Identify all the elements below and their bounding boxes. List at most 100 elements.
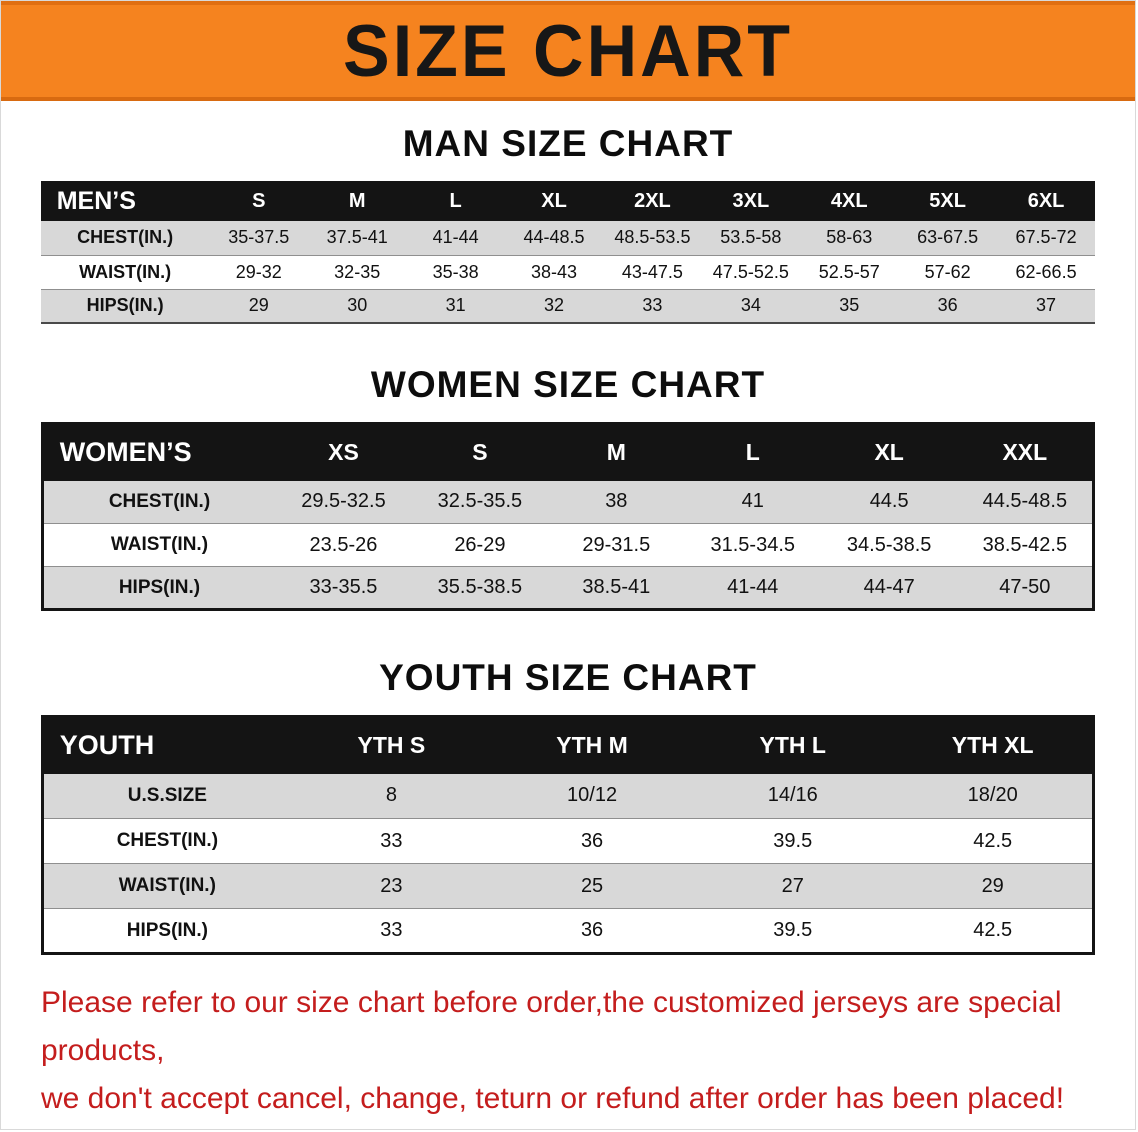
table-row: CHEST(IN.) 29.5-32.5 32.5-35.5 38 41 44.5 44.5… [42, 480, 1094, 524]
table-cell: 29-31.5 [582, 533, 651, 556]
column-header: 6XL [996, 181, 1096, 221]
table-cell: 29.5-32.5 [301, 490, 386, 513]
table-cell: 32.5-35.5 [437, 490, 523, 513]
table-row: WAIST(IN.) 23.5-26 26-29 29-31.5 31.5-34.5 34… [42, 523, 1094, 567]
column-header: S [209, 181, 308, 221]
table-cell: 35-38 [432, 261, 479, 282]
table-cell: 63-67.5 [917, 227, 979, 248]
table-cell: 36 [580, 829, 604, 852]
table-cell: 33-35.5 [309, 576, 378, 598]
table-cell: 33 [380, 919, 403, 941]
column-header: L [406, 181, 505, 221]
table-corner-label: YOUTH [42, 716, 292, 774]
women-size-table: WOMEN’S XS S M L XL XXL CHEST(IN.) 29.5-32.5 32.5… [40, 422, 1096, 611]
table-cell: 52.5-57 [818, 261, 880, 282]
page-title: SIZE CHART [343, 10, 793, 92]
size-table: YOUTH YTH S YTH M YTH L YTH XL U.S.SIZE 8 10/12… [40, 715, 1096, 955]
column-header: YTH XL [893, 716, 1094, 774]
table-cell: 67.5-72 [1015, 227, 1077, 248]
row-label: CHEST(IN.) [77, 227, 174, 248]
table-cell: 35.5-38.5 [437, 576, 523, 598]
table-cell: 39.5 [773, 829, 813, 852]
table-corner-label: WOMEN’S [42, 423, 276, 481]
table-cell: 27 [781, 874, 804, 897]
table-cell: 41-44 [432, 227, 479, 248]
table-cell: 31 [445, 295, 466, 316]
banner: SIZE CHART [1, 1, 1135, 101]
table-cell: 38.5-42.5 [982, 533, 1068, 556]
column-header: XL [504, 181, 604, 221]
table-cell: 32-35 [334, 261, 381, 282]
row-label: HIPS(IN.) [126, 919, 208, 941]
table-row: U.S.SIZE 8 10/12 14/16 18/20 [42, 773, 1094, 819]
table-row: HIPS(IN.) 33 36 39.5 42.5 [42, 908, 1094, 954]
table-cell: 48.5-53.5 [614, 227, 691, 248]
disclaimer: Please refer to our size chart before or… [41, 979, 1121, 1123]
table-cell: 43-47.5 [621, 261, 683, 282]
table-cell: 29-32 [235, 261, 282, 282]
table-cell: 30 [347, 295, 368, 316]
table-cell: 33 [380, 829, 403, 852]
table-cell: 35 [839, 295, 860, 316]
table-cell: 25 [580, 874, 604, 897]
man-size-table: MEN’S S M L XL 2XL 3XL 4XL 5XL 6XL CHEST(IN.) 35-37… [40, 181, 1096, 324]
table-cell: 44.5-48.5 [982, 490, 1068, 513]
row-label: CHEST(IN.) [116, 830, 219, 851]
table-cell: 53.5-58 [720, 227, 782, 248]
section-heading-women: WOMEN SIZE CHART [370, 364, 766, 405]
column-header: 3XL [701, 181, 801, 221]
column-header: 4XL [800, 181, 899, 221]
table-cell: 33 [642, 295, 663, 316]
table-row: HIPS(IN.) 29 30 31 32 33 34 35 36 37 [40, 289, 1096, 323]
column-header: XS [275, 423, 412, 481]
column-header: M [548, 423, 685, 481]
row-label: HIPS(IN.) [118, 576, 201, 598]
row-label: WAIST(IN.) [79, 261, 172, 282]
table-cell: 8 [385, 784, 397, 807]
column-header: XXL [957, 423, 1094, 481]
table-cell: 47.5-52.5 [712, 261, 789, 282]
table-cell: 42.5 [973, 919, 1013, 941]
table-cell: 34.5-38.5 [846, 533, 932, 556]
disclaimer-line-2: we don't accept cancel, change, teturn o… [41, 1082, 1065, 1115]
column-header: 5XL [898, 181, 997, 221]
table-cell: 44.5 [869, 490, 909, 513]
header-row: WOMEN’S XS S M L XL XXL [42, 423, 1094, 481]
table-cell: 10/12 [567, 784, 618, 807]
table-cell: 44-47 [863, 576, 915, 598]
section-heading-man: MAN SIZE CHART [402, 123, 734, 164]
size-table: WOMEN’S XS S M L XL XXL CHEST(IN.) 29.5-32.5 32.5… [40, 422, 1096, 611]
youth-size-table: YOUTH YTH S YTH M YTH L YTH XL U.S.SIZE 8 10/12… [40, 715, 1096, 955]
row-label: WAIST(IN.) [110, 534, 209, 555]
table-cell: 37.5-41 [326, 227, 388, 248]
column-header: YTH S [291, 716, 492, 774]
table-cell: 36 [937, 295, 958, 316]
column-header: YTH M [491, 716, 693, 774]
table-row: WAIST(IN.) 29-32 32-35 35-38 38-43 43-47.5 47.… [40, 255, 1096, 289]
table-cell: 31.5-34.5 [710, 533, 795, 556]
table-cell: 18/20 [967, 784, 1018, 807]
table-cell: 39.5 [773, 919, 813, 941]
column-header: YTH L [692, 716, 894, 774]
table-cell: 29 [248, 295, 269, 316]
table-cell: 62-66.5 [1015, 261, 1077, 282]
table-cell: 34 [740, 295, 761, 316]
table-cell: 42.5 [973, 829, 1013, 852]
table-row: CHEST(IN.) 33 36 39.5 42.5 [42, 818, 1094, 864]
column-header: S [411, 423, 549, 481]
table-cell: 32 [544, 295, 565, 316]
table-cell: 35-37.5 [228, 227, 290, 248]
table-cell: 14/16 [767, 784, 818, 807]
size-table: MEN’S S M L XL 2XL 3XL 4XL 5XL 6XL CHEST(IN.) 35-37… [40, 181, 1096, 324]
table-cell: 23 [380, 874, 403, 897]
row-label: WAIST(IN.) [118, 875, 216, 896]
section-heading-youth: YOUTH SIZE CHART [379, 657, 757, 698]
table-cell: 23.5-26 [309, 533, 378, 556]
table-row: WAIST(IN.) 23 25 27 29 [42, 863, 1094, 909]
column-header: XL [820, 423, 958, 481]
table-cell: 38-43 [530, 261, 578, 282]
table-cell: 37 [1036, 295, 1057, 316]
row-label: CHEST(IN.) [108, 490, 211, 512]
table-cell: 26-29 [454, 533, 506, 556]
